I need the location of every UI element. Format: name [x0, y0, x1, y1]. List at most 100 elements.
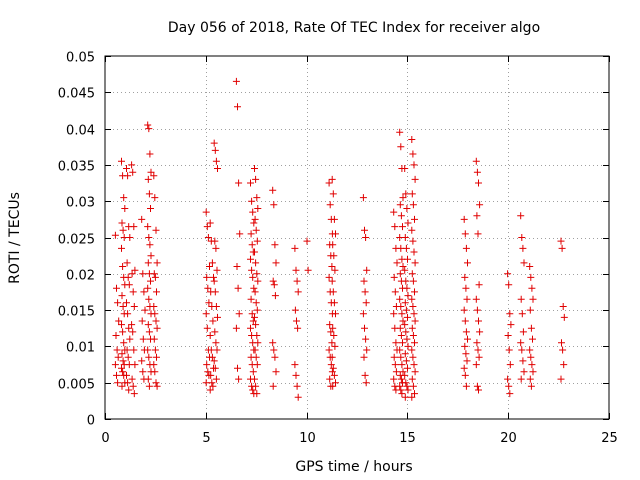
data-point — [205, 299, 213, 307]
data-point — [294, 324, 302, 332]
data-point — [409, 382, 417, 390]
data-point — [128, 270, 136, 278]
data-point — [114, 379, 122, 387]
data-point — [150, 270, 158, 278]
data-point — [410, 310, 418, 318]
data-point — [472, 361, 480, 369]
data-point — [527, 273, 535, 281]
data-point — [461, 317, 469, 325]
data-point — [411, 317, 419, 325]
data-point — [330, 299, 338, 307]
data-point — [327, 328, 335, 336]
data-point — [397, 212, 405, 220]
data-point — [359, 194, 367, 202]
data-point — [410, 161, 418, 169]
data-point — [473, 339, 481, 347]
data-point — [408, 270, 416, 278]
data-point — [398, 310, 406, 318]
data-point — [391, 361, 399, 369]
data-point — [403, 335, 411, 343]
data-point — [248, 266, 256, 274]
data-point — [118, 292, 126, 300]
data-point — [253, 270, 261, 278]
data-point — [119, 368, 127, 376]
data-point — [211, 288, 219, 296]
data-point — [403, 284, 411, 292]
data-point — [147, 205, 154, 212]
data-point — [460, 364, 468, 372]
data-point — [559, 346, 567, 354]
data-point — [404, 386, 412, 394]
data-point — [517, 212, 525, 220]
data-point — [212, 157, 220, 165]
data-point — [235, 310, 243, 318]
data-point — [399, 223, 406, 231]
data-point — [361, 371, 369, 379]
data-point — [254, 205, 262, 212]
data-point — [123, 259, 131, 267]
data-point — [111, 361, 119, 369]
data-point — [557, 237, 565, 245]
data-point — [401, 371, 409, 379]
data-point — [145, 328, 153, 336]
data-point — [328, 175, 336, 183]
data-point — [294, 288, 302, 296]
data-point — [119, 357, 127, 365]
data-point — [130, 390, 138, 398]
data-point — [460, 306, 468, 314]
data-point — [269, 339, 277, 347]
data-point — [327, 361, 335, 369]
data-point — [560, 313, 568, 321]
x-tick-label: 25 — [601, 431, 618, 446]
data-point — [332, 230, 339, 238]
data-point — [402, 357, 410, 365]
data-point — [396, 324, 404, 332]
data-point — [396, 201, 404, 209]
data-point — [144, 223, 152, 231]
data-point — [326, 375, 334, 383]
data-point — [248, 241, 256, 249]
data-point — [361, 324, 368, 332]
data-point — [408, 324, 416, 332]
data-point — [462, 284, 470, 292]
data-point — [249, 208, 257, 216]
data-point — [253, 390, 261, 398]
data-point — [401, 165, 409, 172]
data-point — [396, 346, 404, 354]
data-point — [408, 295, 416, 303]
data-point — [124, 379, 132, 387]
data-point — [329, 324, 337, 332]
data-point — [463, 357, 471, 365]
data-point — [252, 226, 260, 234]
data-point — [505, 346, 513, 354]
data-point — [472, 157, 480, 165]
data-point — [397, 353, 405, 361]
data-point — [293, 382, 301, 390]
data-point — [121, 205, 129, 212]
data-point — [254, 277, 262, 285]
data-point — [411, 215, 418, 223]
data-point — [363, 266, 371, 274]
data-point — [408, 226, 416, 234]
data-point — [151, 368, 159, 376]
data-point — [204, 368, 212, 376]
y-tick-label: 0.03 — [66, 196, 95, 211]
data-point — [249, 368, 257, 376]
data-point — [474, 346, 482, 354]
data-point — [208, 259, 216, 267]
data-point — [123, 299, 130, 307]
data-point — [390, 375, 398, 383]
data-point — [529, 295, 537, 303]
data-point — [404, 219, 412, 227]
data-point — [409, 150, 417, 158]
data-point — [139, 368, 147, 376]
data-point — [390, 273, 398, 281]
data-point — [118, 350, 126, 358]
data-point — [124, 353, 132, 361]
data-point — [328, 263, 336, 270]
data-point — [390, 353, 398, 361]
data-point — [330, 332, 338, 339]
y-tick-label: 0 — [87, 414, 95, 429]
data-point — [253, 194, 261, 202]
data-point — [518, 346, 526, 354]
